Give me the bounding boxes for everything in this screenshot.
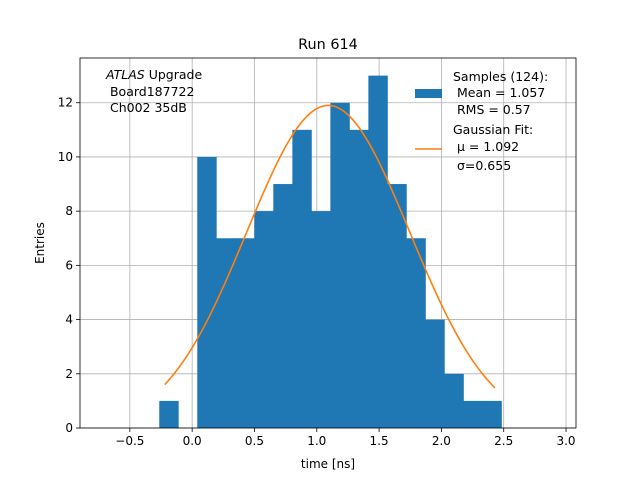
legend-fit-line-3: σ=0.655 (453, 158, 511, 173)
annotation-board: Board187722 (106, 84, 194, 99)
histogram-bar (425, 319, 445, 428)
y-axis-label: Entries (33, 222, 47, 264)
fit-curve-group (164, 104, 496, 389)
legend-fit-line-2: μ = 1.092 (453, 139, 519, 154)
x-axis-label: time [ns] (301, 457, 355, 471)
y-tick-label: 6 (65, 258, 73, 272)
x-tick-label: 1.5 (370, 434, 389, 448)
histogram-bar (292, 129, 312, 429)
annotation-channel: Ch002 35dB (106, 100, 187, 115)
gaussian-fit-curve (164, 104, 496, 389)
histogram-bar (463, 400, 483, 428)
legend: Samples (124): Mean = 1.057 RMS = 0.57 G… (415, 69, 548, 173)
histogram-bar (482, 400, 502, 428)
x-tick-label: 0.0 (183, 434, 202, 448)
histogram-bars (159, 75, 502, 429)
chart-title: Run 614 (298, 37, 358, 53)
annotation-atlas: ATLAS (105, 67, 145, 82)
histogram-bar (254, 211, 274, 428)
legend-samples-line-3: RMS = 0.57 (453, 102, 531, 117)
histogram-bar (216, 238, 236, 428)
y-tick-label: 10 (58, 150, 73, 164)
histogram-bar (444, 373, 464, 428)
y-tick-label: 2 (65, 367, 73, 381)
y-tick-label: 8 (65, 204, 73, 218)
x-tick-label: 1.0 (307, 434, 326, 448)
histogram-bar (235, 238, 255, 428)
x-tick-label: 0.5 (245, 434, 264, 448)
atlas-annotation: ATLAS Upgrade Board187722 Ch002 35dB (105, 67, 202, 115)
x-tick-label: −0.5 (115, 434, 144, 448)
x-tick-label: 3.0 (556, 434, 575, 448)
annotation-upgrade: Upgrade (145, 67, 203, 82)
histogram-bar (330, 102, 350, 428)
y-tick-label: 12 (58, 96, 73, 110)
histogram-bar (368, 75, 388, 428)
histogram-bar (311, 211, 331, 428)
axis-ticks: −0.5 0.0 0.5 1.0 1.5 2.0 2.5 3.0 0 2 4 6 8 10 12 (58, 96, 576, 448)
histogram-bar (273, 184, 293, 428)
x-tick-label: 2.5 (494, 434, 513, 448)
y-tick-label: 4 (65, 313, 73, 327)
legend-samples-swatch (415, 89, 442, 98)
y-tick-label: 0 (65, 421, 73, 435)
histogram-bar (406, 238, 426, 428)
legend-fit-line-1: Gaussian Fit: (453, 122, 533, 137)
histogram-bar (159, 400, 179, 428)
histogram-bar (349, 129, 369, 429)
annotation-line-1: ATLAS Upgrade (105, 67, 202, 82)
legend-samples-line-2: Mean = 1.057 (453, 85, 545, 100)
plot-frame (79, 57, 577, 429)
x-tick-label: 2.0 (432, 434, 451, 448)
histogram-bar (387, 184, 407, 428)
histogram-bar (197, 156, 217, 428)
legend-samples-line-1: Samples (124): (453, 69, 548, 84)
